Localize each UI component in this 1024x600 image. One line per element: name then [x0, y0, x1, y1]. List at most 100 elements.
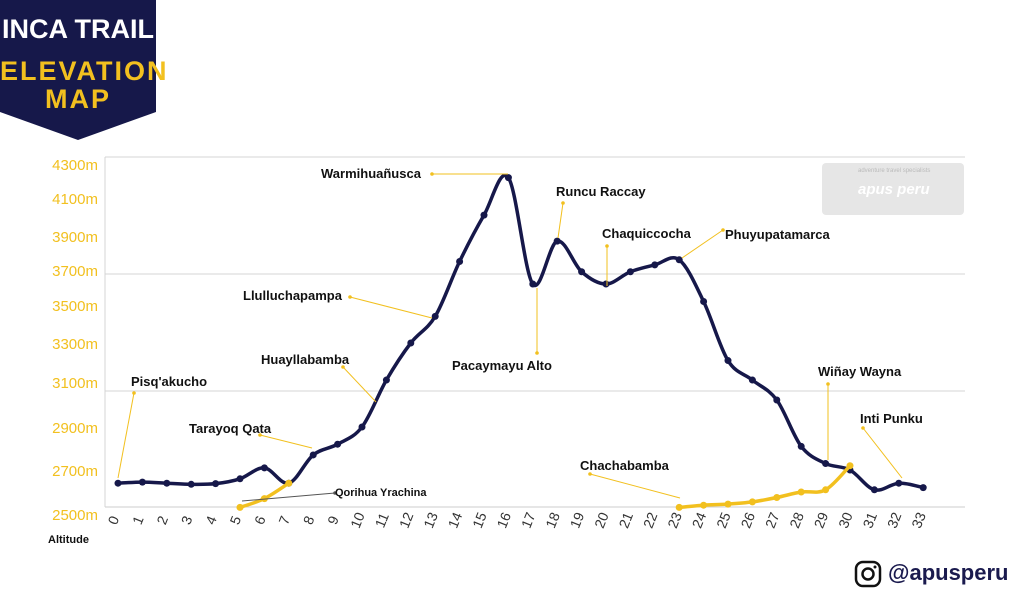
- data-point: [822, 486, 830, 494]
- data-point: [675, 256, 683, 264]
- data-point: [626, 268, 634, 276]
- y-tick-label: 2900m: [52, 420, 98, 437]
- data-point: [773, 494, 781, 501]
- data-point: [382, 376, 390, 384]
- annotation-label: Pacaymayu Alto: [452, 358, 552, 373]
- data-point: [480, 211, 488, 219]
- x-tick-label: 9: [324, 513, 342, 526]
- data-point: [700, 501, 708, 509]
- series-layer: [114, 173, 927, 511]
- x-tick-label: 0: [104, 513, 122, 526]
- annotation-arrowhead: [132, 391, 136, 395]
- x-tick-label: 13: [420, 510, 441, 531]
- x-tick-label: 8: [300, 513, 318, 526]
- title-line-2: ELEVATION: [0, 56, 169, 86]
- annotation-arrowhead: [258, 433, 262, 437]
- annotation-label: Huayllabamba: [261, 352, 350, 367]
- annotation-arrowhead: [861, 426, 865, 430]
- x-tick-label: 12: [396, 510, 417, 531]
- data-point: [602, 280, 610, 288]
- data-point: [138, 478, 146, 486]
- data-point: [163, 479, 171, 487]
- title-banner: [0, 0, 156, 140]
- annotation-leader: [241, 492, 336, 502]
- logo-text: apus peru: [858, 181, 930, 198]
- x-tick-label: 17: [518, 510, 539, 531]
- data-point: [578, 268, 586, 276]
- data-point: [797, 442, 805, 450]
- y-tick-label: 3900m: [52, 229, 98, 246]
- data-point: [431, 312, 439, 320]
- data-point: [651, 261, 659, 269]
- annotation-label: Wiñay Wayna: [818, 364, 902, 379]
- data-point: [797, 488, 805, 496]
- y-tick-label: 2700m: [52, 463, 98, 480]
- data-point: [822, 460, 830, 468]
- annotation-label: Llulluchapampa: [243, 288, 343, 303]
- data-point: [285, 479, 293, 487]
- annotation-label: Runcu Raccay: [556, 184, 646, 199]
- x-axis-ticks: 0 1 2 3 4 5 6 7 8 9 10 11 12 13 14 15 16 17 18 19 20 21 22 23 24…: [104, 510, 928, 531]
- logo-tagline: adventure travel specialists: [858, 168, 931, 174]
- x-tick-label: 24: [689, 510, 710, 531]
- data-point: [407, 339, 415, 347]
- instagram-icon[interactable]: [854, 560, 882, 588]
- data-point: [748, 376, 756, 384]
- data-point: [724, 500, 732, 508]
- data-point: [846, 462, 854, 470]
- y-tick-label: 4100m: [52, 191, 98, 208]
- instagram-handle[interactable]: @apusperu: [888, 560, 1009, 585]
- annotation-label: Pisq'akucho: [131, 374, 207, 389]
- data-point: [309, 451, 317, 459]
- annotation-arrowhead: [341, 365, 345, 369]
- x-tick-label: 15: [469, 510, 490, 531]
- apus-peru-logo: [822, 163, 964, 215]
- annotation-label: Qorihua Yrachina: [335, 487, 427, 499]
- data-point: [236, 475, 244, 483]
- annotation-arrowhead: [348, 295, 352, 299]
- data-point: [334, 440, 342, 448]
- x-tick-label: 29: [811, 510, 832, 531]
- data-point: [260, 464, 268, 472]
- x-tick-label: 21: [615, 510, 636, 531]
- data-point: [212, 480, 220, 488]
- x-tick-label: 16: [493, 510, 514, 531]
- data-point: [553, 237, 561, 245]
- x-tick-label: 26: [737, 510, 758, 531]
- annotation-arrowhead: [333, 491, 337, 495]
- data-point: [724, 357, 732, 365]
- x-tick-label: 3: [178, 513, 196, 526]
- y-tick-label: 4300m: [52, 157, 98, 174]
- y-tick-label: 3700m: [52, 263, 98, 280]
- x-tick-label: 30: [835, 510, 856, 531]
- annotation-leader: [681, 229, 724, 259]
- data-point: [895, 479, 903, 487]
- annotation-leader: [557, 202, 564, 239]
- data-point: [919, 484, 927, 492]
- annotation-leader: [342, 366, 377, 403]
- annotation-arrowhead: [561, 201, 565, 205]
- data-point: [114, 479, 122, 487]
- x-tick-label: 7: [275, 513, 293, 526]
- y-tick-label: 3100m: [52, 375, 98, 392]
- x-tick-label: 4: [202, 513, 220, 526]
- x-tick-label: 28: [786, 510, 807, 531]
- y-tick-label: 2500m: [52, 507, 98, 524]
- data-point: [358, 423, 366, 431]
- annotation-label: Chaquiccocha: [602, 226, 692, 241]
- x-tick-label: 25: [713, 510, 734, 531]
- annotation-arrowhead: [826, 382, 830, 386]
- y-tick-label: 3500m: [52, 298, 98, 315]
- data-point: [773, 396, 781, 404]
- x-tick-label: 27: [762, 510, 783, 531]
- annotation-leader: [117, 392, 135, 479]
- annotation-arrowhead: [588, 472, 592, 476]
- data-point: [700, 298, 708, 305]
- data-point: [456, 258, 464, 265]
- x-tick-label: 22: [640, 510, 661, 531]
- annotation-arrowhead: [721, 228, 725, 232]
- x-tick-label: 6: [251, 513, 269, 526]
- annotation-arrowhead: [605, 244, 609, 248]
- x-tick-label: 5: [226, 513, 244, 526]
